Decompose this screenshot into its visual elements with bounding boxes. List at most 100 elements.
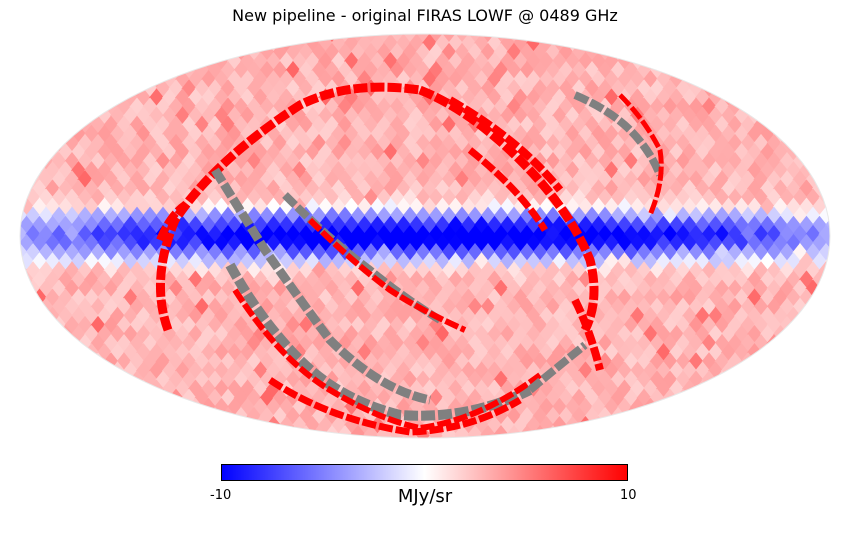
sky-pixel: [45, 361, 60, 381]
sky-pixel: [812, 324, 827, 344]
sky-pixel: [571, 370, 587, 390]
sky-pixel: [409, 379, 424, 399]
sky-pixel: [487, 51, 502, 71]
sky-pixel: [721, 379, 736, 399]
sky-pixel: [669, 288, 684, 308]
sky-pixel: [415, 188, 431, 208]
sky-pixel: [773, 142, 788, 162]
sky-pixel: [389, 243, 405, 262]
sky-pixel: [773, 179, 788, 199]
sky-pixel: [38, 61, 54, 80]
sky-pixel: [435, 179, 450, 199]
sky-pixel: [272, 243, 288, 262]
sky-pixel: [805, 152, 821, 171]
sky-pixel: [58, 70, 73, 89]
sky-pixel: [233, 34, 249, 44]
sky-pixel: [32, 324, 47, 344]
sky-pixel: [116, 133, 132, 153]
sky-pixel: [480, 188, 496, 208]
sky-pixel: [506, 243, 522, 262]
sky-pixel: [825, 161, 830, 180]
sky-pixel: [227, 379, 242, 399]
sky-pixel: [461, 233, 476, 253]
sky-pixel: [604, 233, 619, 253]
sky-pixel: [740, 334, 756, 353]
sky-pixel: [636, 406, 652, 426]
sky-pixel: [591, 34, 606, 53]
sky-pixel: [766, 352, 782, 371]
sky-pixel: [58, 142, 73, 162]
sky-pixel: [597, 133, 613, 153]
sky-pixel: [116, 243, 132, 262]
sky-pixel: [32, 51, 47, 71]
sky-pixel: [194, 406, 210, 426]
sky-pixel: [292, 142, 307, 162]
sky-pixel: [162, 379, 177, 399]
sky-pixel: [357, 233, 372, 253]
sky-pixel: [753, 334, 769, 353]
sky-pixel: [799, 379, 814, 399]
sky-pixel: [552, 51, 567, 71]
sky-pixel: [701, 279, 717, 299]
sky-pixel: [259, 34, 275, 44]
sky-pixel: [201, 34, 216, 53]
sky-pixel: [207, 42, 223, 62]
sky-pixel: [656, 324, 671, 344]
sky-pixel: [90, 79, 106, 98]
sky-pixel: [714, 243, 730, 262]
sky-pixel: [747, 34, 762, 53]
sky-pixel: [740, 279, 756, 299]
sky-pixel: [721, 415, 736, 435]
sky-pixel: [740, 388, 756, 408]
sky-pixel: [519, 334, 535, 353]
sky-pixel: [805, 224, 821, 244]
saturated-scan-stripe: [448, 96, 564, 193]
sky-pixel: [20, 106, 34, 126]
sky-pixel: [714, 224, 730, 244]
sky-pixel: [188, 179, 203, 199]
sky-pixel: [20, 61, 28, 80]
sky-pixel: [727, 224, 743, 244]
sky-pixel: [32, 88, 47, 108]
sky-pixel: [552, 288, 567, 308]
sky-pixel: [77, 352, 93, 371]
sky-pixel: [786, 324, 801, 344]
sky-pixel: [786, 34, 801, 53]
sky-pixel: [20, 279, 28, 299]
sky-pixel: [20, 306, 34, 326]
sky-pixel: [58, 34, 73, 53]
sky-pixel: [246, 334, 262, 353]
sky-pixel: [708, 288, 723, 308]
sky-pixel: [818, 334, 830, 353]
sky-pixel: [623, 243, 639, 262]
sky-pixel: [760, 415, 775, 435]
sky-pixel: [675, 425, 691, 438]
sky-pixel: [721, 142, 736, 162]
sky-pixel: [753, 34, 769, 44]
sky-pixel: [701, 406, 717, 426]
sky-pixel: [714, 388, 730, 408]
sky-pixel: [649, 34, 665, 44]
sky-pixel: [337, 279, 353, 299]
sky-pixel: [825, 34, 830, 53]
sky-pixel: [662, 133, 678, 153]
sky-pixel: [740, 34, 756, 44]
sky-pixel: [695, 142, 710, 162]
sky-pixel: [149, 34, 164, 53]
sky-pixel: [727, 133, 743, 153]
sky-pixel: [38, 370, 54, 390]
sky-pixel: [97, 361, 112, 381]
sky-pixel: [51, 352, 67, 371]
sky-pixel: [51, 61, 67, 80]
sky-pixel: [675, 188, 691, 208]
sky-pixel: [513, 415, 528, 435]
sky-pixel: [487, 288, 502, 308]
sky-pixel: [786, 361, 801, 381]
sky-pixel: [610, 34, 626, 44]
sky-pixel: [708, 179, 723, 199]
sky-pixel: [142, 42, 158, 62]
sky-pixel: [97, 142, 112, 162]
sky-pixel: [565, 51, 580, 71]
sky-pixel: [337, 334, 353, 353]
sky-pixel: [740, 61, 756, 80]
